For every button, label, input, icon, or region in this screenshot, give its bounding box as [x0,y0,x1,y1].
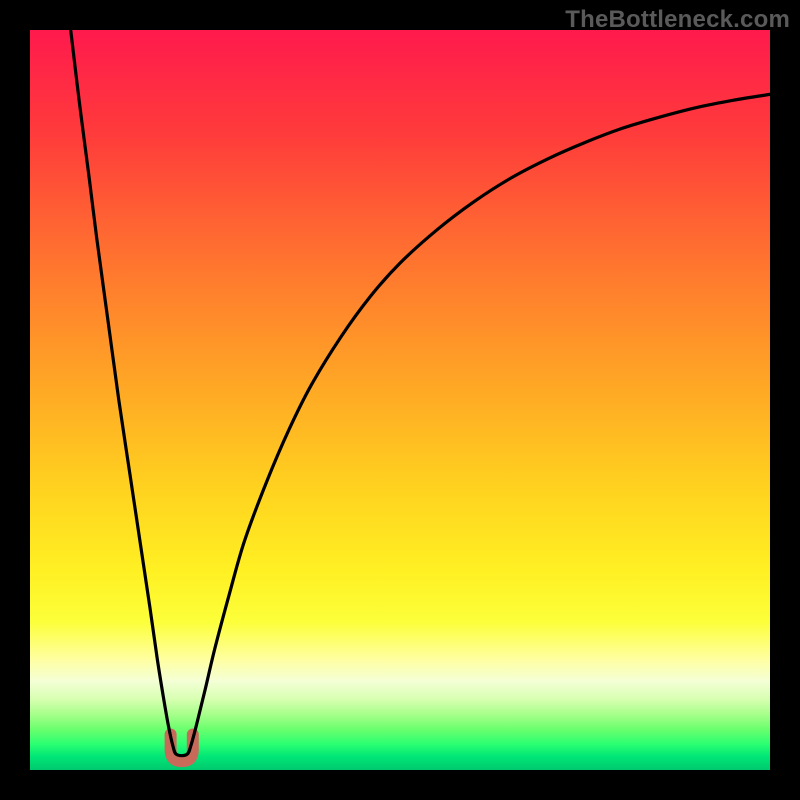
outer-frame: TheBottleneck.com [0,0,800,800]
chart-svg [30,30,770,770]
gradient-background [30,30,770,770]
plot-area [30,30,770,770]
watermark-text: TheBottleneck.com [565,6,790,34]
